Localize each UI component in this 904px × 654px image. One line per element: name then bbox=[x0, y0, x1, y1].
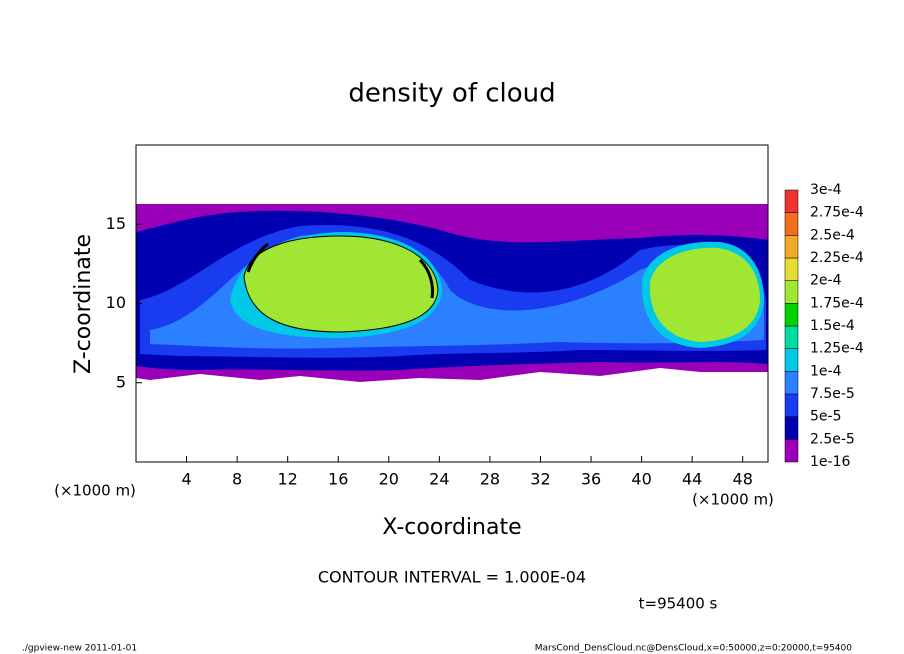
contour-field bbox=[136, 204, 768, 382]
x-tick-label: 8 bbox=[232, 470, 242, 489]
colorbar-label: 1.25e-4 bbox=[810, 341, 864, 357]
x-tick-label: 40 bbox=[631, 470, 651, 489]
colorbar-label: 2e-4 bbox=[810, 273, 842, 289]
colorbar-box bbox=[784, 393, 799, 417]
colorbar-label: 1.5e-4 bbox=[810, 318, 855, 334]
x-tick-label: 20 bbox=[379, 470, 399, 489]
contour-interval: CONTOUR INTERVAL = 1.000E-04 bbox=[318, 568, 586, 587]
x-unit: (×1000 m) bbox=[692, 491, 774, 509]
colorbar-label: 3e-4 bbox=[810, 182, 842, 198]
x-tick-label: 32 bbox=[530, 470, 550, 489]
colorbar-box bbox=[784, 371, 799, 395]
y-tick-label: 5 bbox=[116, 372, 126, 391]
colorbar-box bbox=[784, 235, 799, 259]
colorbar-label: 2.25e-4 bbox=[810, 250, 864, 266]
colorbar-label: 7.5e-5 bbox=[810, 386, 855, 402]
y-tick-label: 15 bbox=[106, 214, 126, 233]
footer: ./gpview-new 2011-01-01 bbox=[22, 644, 137, 654]
x-axis-label: X-coordinate bbox=[382, 515, 521, 540]
time-label: t=95400 s bbox=[639, 595, 718, 613]
colorbar-box bbox=[784, 280, 799, 304]
x-tick-label: 24 bbox=[429, 470, 449, 489]
x-tick-label: 28 bbox=[480, 470, 500, 489]
colorbar-box bbox=[784, 325, 799, 349]
x-tick-label: 12 bbox=[278, 470, 298, 489]
colorbar-label: 5e-5 bbox=[810, 409, 841, 425]
colorbar-box bbox=[784, 212, 799, 236]
colorbar-box bbox=[784, 439, 799, 463]
colorbar-label: 1e-16 bbox=[810, 454, 850, 470]
colorbar-box bbox=[784, 257, 799, 281]
colorbar-label: 1.75e-4 bbox=[810, 295, 864, 311]
colorbar-label: 2.5e-4 bbox=[810, 227, 855, 243]
x-tick-label: 16 bbox=[328, 470, 348, 489]
colorbar-label: 2.5e-5 bbox=[810, 431, 855, 447]
y-tick-label: 10 bbox=[106, 293, 126, 312]
x-tick-label: 44 bbox=[682, 470, 702, 489]
x-unit: (×1000 m) bbox=[54, 482, 136, 500]
chart-title: density of cloud bbox=[348, 79, 555, 109]
x-tick-label: 4 bbox=[181, 470, 191, 489]
colorbar-box bbox=[784, 303, 799, 327]
footer: MarsCond_DensCloud.nc@DensCloud,x=0:5000… bbox=[535, 644, 852, 654]
colorbar-label: 2.75e-4 bbox=[810, 205, 864, 221]
colorbar-box bbox=[784, 348, 799, 372]
x-tick-label: 36 bbox=[581, 470, 601, 489]
colorbar-label: 1e-4 bbox=[810, 363, 842, 379]
colorbar-box bbox=[784, 189, 799, 213]
x-tick-label: 48 bbox=[733, 470, 753, 489]
colorbar-box bbox=[784, 416, 799, 440]
y-axis-label: Z-coordinate bbox=[71, 234, 96, 374]
